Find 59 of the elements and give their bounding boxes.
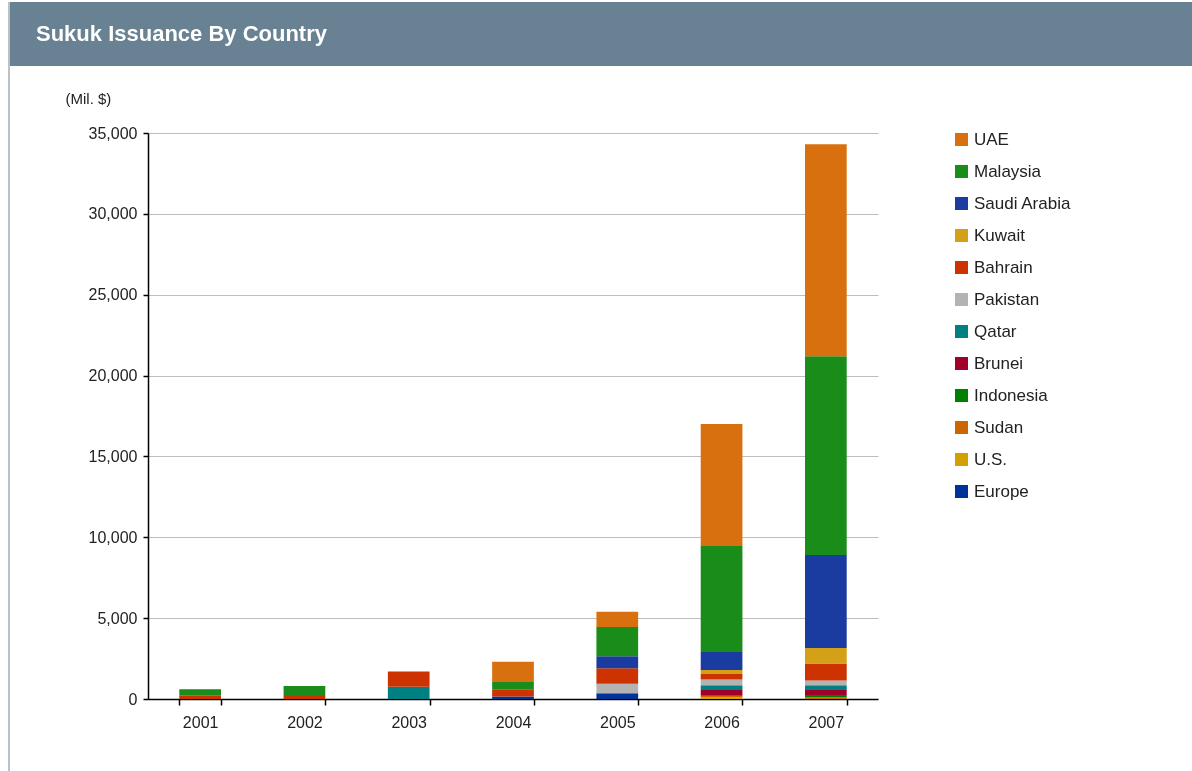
bar [805, 144, 847, 357]
legend-label: Pakistan [974, 289, 1040, 309]
bar [492, 681, 534, 690]
bar [492, 689, 534, 697]
bar [596, 656, 639, 669]
bar [596, 627, 639, 657]
y-tick-label: 5,000 [97, 609, 138, 627]
legend-label: Brunei [974, 353, 1024, 373]
x-tick-label: 2005 [599, 713, 636, 731]
x-tick-label: 2004 [495, 713, 532, 731]
bar [283, 694, 326, 699]
x-tick-label: 2006 [704, 713, 740, 731]
bar [700, 673, 743, 680]
bar [700, 690, 743, 696]
x-tick-label: 2003 [391, 713, 428, 731]
legend-label: Kuwait [974, 225, 1026, 245]
legend-label: Europe [974, 481, 1029, 501]
chart-title: Sukuk Issuance By Country [36, 21, 327, 47]
legend-label: Bahrain [974, 257, 1033, 277]
legend-label: Indonesia [974, 385, 1049, 405]
bar [387, 671, 430, 687]
bar [805, 555, 847, 649]
y-axis-title: (Mil. $) [65, 89, 112, 107]
bar [492, 661, 534, 682]
bar [700, 424, 743, 546]
bar [179, 695, 221, 699]
y-tick-label: 0 [128, 690, 138, 708]
legend-label: UAE [974, 129, 1009, 149]
bar [700, 652, 743, 670]
bar [596, 683, 639, 694]
bar [805, 356, 847, 556]
legend-label: U.S. [974, 449, 1008, 469]
legend-label: Malaysia [974, 161, 1042, 181]
bar [700, 545, 743, 653]
bar [596, 668, 639, 684]
bar [283, 686, 326, 695]
legend-label: Sudan [974, 417, 1024, 437]
legend-label: Qatar [974, 321, 1017, 341]
y-tick-label: 10,000 [88, 528, 138, 546]
bar [805, 680, 847, 686]
y-tick-label: 25,000 [88, 286, 138, 304]
bar [805, 685, 847, 691]
y-tick-label: 15,000 [88, 447, 138, 465]
y-tick-label: 35,000 [88, 124, 138, 142]
y-tick-label: 20,000 [88, 367, 138, 385]
bar [805, 690, 847, 695]
bar [179, 689, 221, 696]
legend-label: Saudi Arabia [974, 193, 1071, 213]
bar [596, 611, 639, 628]
bar [596, 693, 639, 699]
x-tick-label: 2001 [182, 713, 219, 731]
x-tick-label: 2007 [808, 713, 845, 731]
x-tick-label: 2002 [287, 713, 323, 731]
bar [805, 663, 847, 681]
bar [700, 685, 743, 691]
y-tick-label: 30,000 [88, 205, 138, 223]
bar [805, 648, 847, 664]
bar [387, 686, 430, 699]
bar [700, 669, 743, 674]
